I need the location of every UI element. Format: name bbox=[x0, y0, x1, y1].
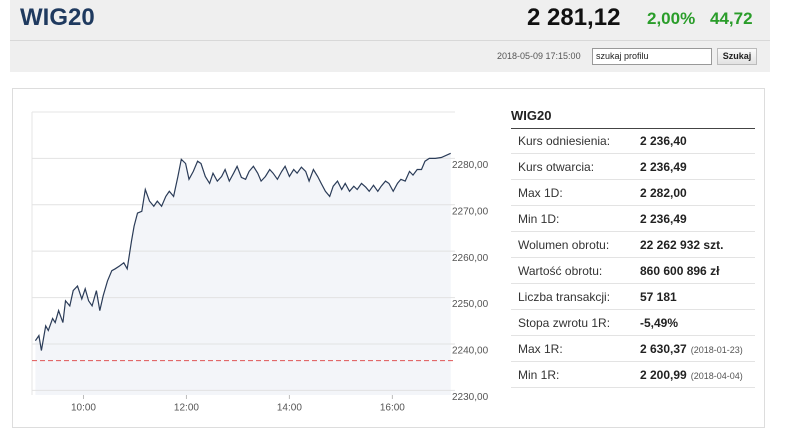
row-label: Kurs otwarcia: bbox=[518, 160, 595, 174]
x-tick-label: 14:00 bbox=[277, 403, 302, 414]
row-value: 860 600 896 zł bbox=[640, 264, 720, 278]
row-value: 2 236,40 bbox=[640, 134, 687, 148]
timestamp: 2018-05-09 17:15:00 bbox=[497, 51, 581, 61]
row-separator bbox=[511, 179, 755, 180]
row-label: Wartość obrotu: bbox=[518, 264, 603, 278]
row-date: (2018-01-23) bbox=[690, 345, 743, 355]
x-tick-label: 10:00 bbox=[71, 403, 96, 414]
y-tick-label: 2280,00 bbox=[452, 160, 489, 171]
row-label: Max 1D: bbox=[518, 186, 563, 200]
search-input[interactable]: szukaj profilu bbox=[592, 48, 712, 65]
x-tick-label: 16:00 bbox=[380, 403, 405, 414]
chart: 2230,00 2240,00 2250,00 2260,00 2270,00 2280,… bbox=[31, 111, 489, 414]
header-separator bbox=[10, 40, 770, 41]
row-date: (2018-04-04) bbox=[690, 371, 743, 381]
row-label: Wolumen obrotu: bbox=[518, 238, 610, 252]
row-separator bbox=[511, 153, 755, 154]
row-value: 2 236,49 bbox=[640, 212, 687, 226]
y-tick-label: 2250,00 bbox=[452, 299, 489, 310]
row-label: Liczba transakcji: bbox=[518, 290, 611, 304]
table-title: WIG20 bbox=[511, 108, 552, 123]
row-separator bbox=[511, 335, 755, 336]
row-value: 2 236,49 bbox=[640, 160, 687, 174]
row-separator bbox=[511, 387, 755, 388]
row-separator bbox=[511, 257, 755, 258]
row-separator bbox=[511, 361, 755, 362]
row-label: Max 1R: bbox=[518, 342, 563, 356]
row-value: 2 630,37 (2018-01-23) bbox=[640, 342, 743, 356]
change-percent: 2,00% bbox=[647, 9, 696, 28]
row-label: Kurs odniesienia: bbox=[518, 134, 611, 148]
row-value: 2 200,99 (2018-04-04) bbox=[640, 368, 743, 382]
price-area bbox=[35, 153, 451, 395]
y-tick-label: 2260,00 bbox=[452, 253, 489, 264]
table-rule bbox=[511, 128, 755, 129]
row-label: Stopa zwrotu 1R: bbox=[518, 316, 611, 330]
change-value: 44,72 bbox=[710, 9, 753, 28]
row-value: -5,49% bbox=[640, 316, 679, 330]
row-label: Min 1R: bbox=[518, 368, 560, 382]
row-separator bbox=[511, 309, 755, 310]
search-button[interactable]: Szukaj bbox=[717, 48, 757, 65]
row-label: Min 1D: bbox=[518, 212, 560, 226]
row-value: 22 262 932 szt. bbox=[640, 238, 724, 252]
row-separator bbox=[511, 283, 755, 284]
price-line bbox=[34, 152, 451, 351]
x-tick-label: 12:00 bbox=[174, 403, 199, 414]
y-tick-label: 2270,00 bbox=[452, 206, 489, 217]
price: 2 281,12 bbox=[527, 4, 621, 31]
y-tick-label: 2240,00 bbox=[452, 346, 489, 357]
row-separator bbox=[511, 231, 755, 232]
index-title: WIG20 bbox=[20, 4, 95, 31]
row-value: 57 181 bbox=[640, 290, 677, 304]
row-value: 2 282,00 bbox=[640, 186, 687, 200]
row-separator bbox=[511, 205, 755, 206]
y-tick-label: 2230,00 bbox=[452, 392, 489, 403]
